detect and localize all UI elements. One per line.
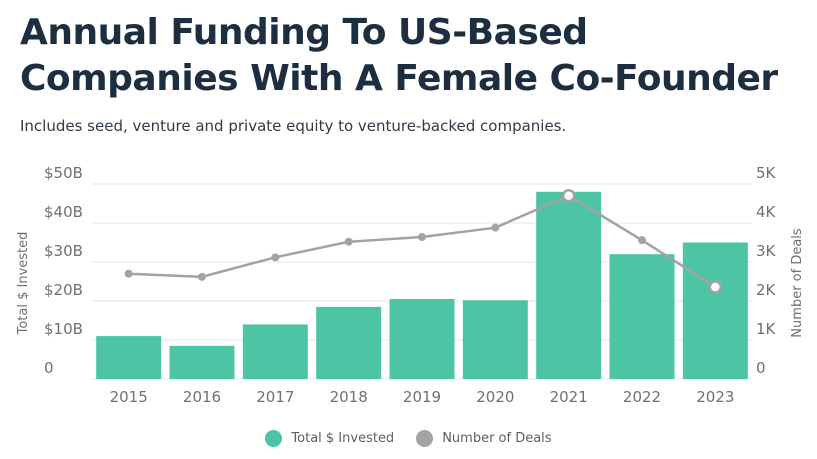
y-tick-label-right: 1K — [756, 320, 777, 338]
x-axis-ticks: 2015 2016 2017 2018 2019 2020 2021 2022 2023 — [110, 388, 735, 406]
legend-label: Total $ Invested — [291, 431, 395, 446]
y-tick-label-right: 0 — [756, 359, 766, 377]
y-tick-label-right: 5K — [756, 164, 777, 182]
bar-2022 — [609, 254, 675, 379]
legend-swatch-bar — [265, 430, 283, 447]
legend-item-number-of-deals[interactable]: Number of Deals — [416, 430, 552, 447]
y-axis-left-title: Total $ Invested — [16, 232, 31, 336]
legend-label: Number of Deals — [442, 431, 552, 446]
bar-2020 — [462, 300, 528, 379]
y-tick-label-left: $30B — [44, 242, 83, 260]
x-tick-label: 2016 — [183, 388, 221, 406]
deals-point-2017 — [271, 253, 280, 262]
bar-2018 — [316, 306, 382, 379]
line-series — [124, 188, 723, 294]
bar-2023 — [682, 242, 748, 379]
deals-point-2023 — [708, 280, 723, 294]
x-tick-label: 2021 — [550, 388, 588, 406]
x-tick-label: 2018 — [330, 388, 368, 406]
bar-2021 — [536, 191, 602, 379]
deals-point-2016 — [198, 272, 206, 281]
deals-point-2022 — [638, 236, 646, 245]
y-tick-label-left: $40B — [44, 203, 83, 221]
bar-2017 — [242, 324, 308, 379]
bar-2015 — [96, 336, 162, 379]
legend-swatch-line — [416, 430, 434, 447]
bar-series — [96, 191, 748, 379]
chart-title: Annual Funding To US-Based Companies Wit… — [20, 12, 778, 99]
deals-point-2015 — [124, 269, 133, 278]
x-tick-label: 2023 — [696, 388, 734, 406]
bar-2019 — [389, 299, 455, 379]
y-axis-right-ticks: 0 1K 2K 3K 4K 5K — [756, 164, 777, 377]
deals-point-2020 — [491, 223, 500, 232]
y-tick-label-left: $20B — [44, 281, 83, 299]
x-tick-label: 2017 — [256, 388, 294, 406]
x-tick-label: 2019 — [403, 388, 441, 406]
y-tick-label-left: $10B — [44, 320, 83, 338]
y-tick-label-left: 0 — [44, 359, 54, 377]
deals-point-2021 — [561, 188, 576, 203]
y-tick-label-right: 2K — [756, 281, 777, 299]
deals-point-2018 — [344, 237, 353, 246]
x-tick-label: 2015 — [110, 388, 148, 406]
bar-2016 — [169, 345, 235, 379]
y-axis-right-title: Number of Deals — [790, 228, 805, 338]
y-tick-label-left: $50B — [44, 164, 83, 182]
chart-subtitle: Includes seed, venture and private equit… — [20, 117, 567, 135]
deals-point-2019 — [418, 233, 426, 242]
y-axis-left-ticks: 0 $10B $20B $30B $40B $50B — [44, 164, 83, 377]
x-tick-label: 2020 — [476, 388, 514, 406]
legend-item-total-invested[interactable]: Total $ Invested — [265, 430, 394, 447]
legend: Total $ Invested Number of Deals — [0, 430, 817, 447]
y-tick-label-right: 3K — [756, 242, 777, 260]
x-tick-label: 2022 — [623, 388, 661, 406]
y-tick-label-right: 4K — [756, 203, 777, 221]
